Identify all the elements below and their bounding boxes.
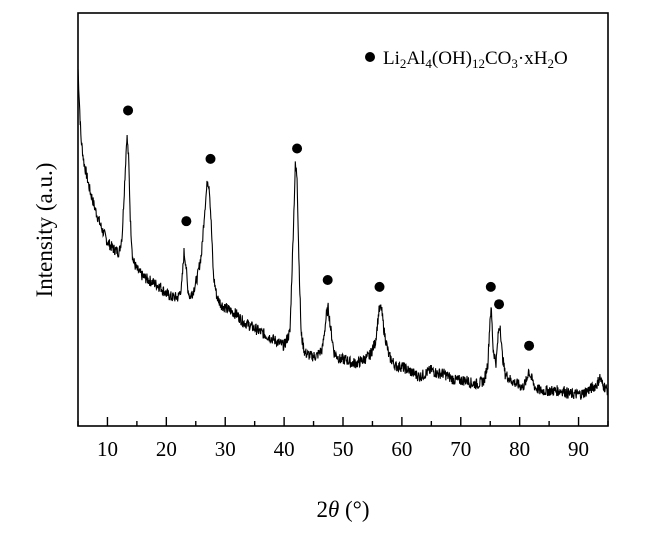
x-axis-label-symbol: θ bbox=[328, 497, 339, 522]
legend: Li2Al4(OH)12CO3·xH2O bbox=[365, 48, 568, 71]
legend-marker bbox=[365, 52, 375, 62]
x-tick-label: 40 bbox=[274, 437, 295, 461]
peak-marker bbox=[323, 275, 333, 285]
legend-text-part: O bbox=[554, 48, 568, 69]
plot-frame bbox=[78, 13, 608, 426]
legend-text-part: (OH) bbox=[432, 48, 472, 69]
peak-marker bbox=[524, 341, 534, 351]
peak-marker bbox=[206, 154, 216, 164]
x-tick-label: 60 bbox=[391, 437, 412, 461]
y-axis-label: Intensity (a.u.) bbox=[32, 163, 57, 298]
peak-marker bbox=[375, 282, 385, 292]
peak-marker bbox=[292, 144, 302, 154]
legend-subscript: 12 bbox=[472, 56, 485, 71]
x-axis-label-suffix: (°) bbox=[339, 497, 369, 522]
legend-text-part: CO bbox=[485, 48, 511, 69]
peak-marker bbox=[494, 299, 504, 309]
x-axis-label-prefix: 2 bbox=[316, 497, 328, 522]
peak-marker bbox=[181, 216, 191, 226]
x-tick-label: 20 bbox=[156, 437, 177, 461]
peak-marker bbox=[486, 282, 496, 292]
legend-text-part: Al bbox=[406, 48, 425, 69]
x-tick-label: 30 bbox=[215, 437, 236, 461]
legend-label: Li2Al4(OH)12CO3·xH2O bbox=[383, 48, 568, 71]
x-tick-label: 50 bbox=[333, 437, 354, 461]
x-axis-ticks: 10 20 30 40 50 60 70 80 90 bbox=[78, 417, 608, 461]
x-tick-label: 90 bbox=[568, 437, 589, 461]
x-tick-label: 10 bbox=[97, 437, 118, 461]
peak-marker bbox=[123, 105, 133, 115]
legend-text-part: Li bbox=[383, 48, 400, 69]
x-tick-label: 70 bbox=[450, 437, 471, 461]
x-axis-label: 2θ (°) bbox=[316, 497, 369, 522]
legend-text-part: ·xH bbox=[518, 48, 548, 69]
x-tick-label: 80 bbox=[509, 437, 530, 461]
